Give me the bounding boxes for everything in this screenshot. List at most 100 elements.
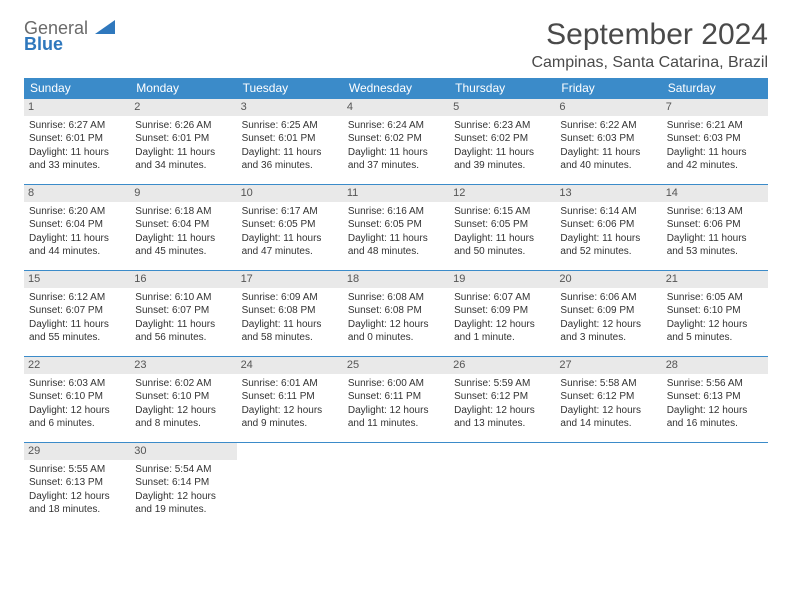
day-number: 30 [130, 443, 236, 460]
day-sunrise: Sunrise: 6:17 AM [242, 205, 338, 219]
day-sunrise: Sunrise: 6:08 AM [348, 291, 444, 305]
day-sunset: Sunset: 6:11 PM [348, 390, 444, 404]
day-dl1: Daylight: 12 hours [348, 404, 444, 418]
day-cell: 3Sunrise: 6:25 AMSunset: 6:01 PMDaylight… [237, 99, 343, 185]
day-dl2: and 44 minutes. [29, 245, 125, 259]
day-sunrise: Sunrise: 6:18 AM [135, 205, 231, 219]
weekday-header: Monday [130, 78, 236, 99]
day-number: 8 [24, 185, 130, 202]
day-sunrise: Sunrise: 5:56 AM [667, 377, 763, 391]
month-title: September 2024 [531, 18, 768, 52]
day-sunset: Sunset: 6:12 PM [454, 390, 550, 404]
day-sunset: Sunset: 6:09 PM [560, 304, 656, 318]
day-sunrise: Sunrise: 6:07 AM [454, 291, 550, 305]
day-sunrise: Sunrise: 6:25 AM [242, 119, 338, 133]
day-cell: 20Sunrise: 6:06 AMSunset: 6:09 PMDayligh… [555, 271, 661, 357]
day-dl2: and 11 minutes. [348, 417, 444, 431]
day-number: 4 [343, 99, 449, 116]
day-sunrise: Sunrise: 6:03 AM [29, 377, 125, 391]
day-sunset: Sunset: 6:04 PM [29, 218, 125, 232]
day-sunrise: Sunrise: 6:05 AM [667, 291, 763, 305]
weekday-header: Saturday [662, 78, 768, 99]
day-dl1: Daylight: 12 hours [29, 490, 125, 504]
day-sunset: Sunset: 6:03 PM [667, 132, 763, 146]
day-dl2: and 56 minutes. [135, 331, 231, 345]
day-cell: . [555, 443, 661, 529]
day-sunset: Sunset: 6:06 PM [560, 218, 656, 232]
day-sunset: Sunset: 6:08 PM [242, 304, 338, 318]
day-sunrise: Sunrise: 5:59 AM [454, 377, 550, 391]
day-dl2: and 45 minutes. [135, 245, 231, 259]
day-dl1: Daylight: 11 hours [135, 232, 231, 246]
day-sunrise: Sunrise: 6:22 AM [560, 119, 656, 133]
day-dl1: Daylight: 12 hours [29, 404, 125, 418]
day-cell: 5Sunrise: 6:23 AMSunset: 6:02 PMDaylight… [449, 99, 555, 185]
day-number: 11 [343, 185, 449, 202]
day-sunrise: Sunrise: 6:21 AM [667, 119, 763, 133]
day-number: 5 [449, 99, 555, 116]
day-sunset: Sunset: 6:11 PM [242, 390, 338, 404]
day-cell: 1Sunrise: 6:27 AMSunset: 6:01 PMDaylight… [24, 99, 130, 185]
day-dl2: and 3 minutes. [560, 331, 656, 345]
logo-triangle-icon [95, 20, 115, 34]
day-sunrise: Sunrise: 6:23 AM [454, 119, 550, 133]
day-dl2: and 16 minutes. [667, 417, 763, 431]
day-sunrise: Sunrise: 5:54 AM [135, 463, 231, 477]
day-dl2: and 13 minutes. [454, 417, 550, 431]
day-cell: 10Sunrise: 6:17 AMSunset: 6:05 PMDayligh… [237, 185, 343, 271]
weekday-header: Tuesday [237, 78, 343, 99]
day-dl1: Daylight: 11 hours [242, 318, 338, 332]
day-cell: 4Sunrise: 6:24 AMSunset: 6:02 PMDaylight… [343, 99, 449, 185]
day-dl2: and 53 minutes. [667, 245, 763, 259]
day-dl2: and 1 minute. [454, 331, 550, 345]
day-sunset: Sunset: 6:14 PM [135, 476, 231, 490]
day-dl2: and 42 minutes. [667, 159, 763, 173]
day-sunset: Sunset: 6:07 PM [29, 304, 125, 318]
day-dl1: Daylight: 12 hours [667, 318, 763, 332]
day-dl1: Daylight: 12 hours [560, 404, 656, 418]
day-cell: 27Sunrise: 5:58 AMSunset: 6:12 PMDayligh… [555, 357, 661, 443]
day-dl1: Daylight: 11 hours [29, 146, 125, 160]
day-number: 22 [24, 357, 130, 374]
day-dl1: Daylight: 12 hours [560, 318, 656, 332]
day-dl1: Daylight: 11 hours [242, 146, 338, 160]
day-dl2: and 52 minutes. [560, 245, 656, 259]
day-dl1: Daylight: 11 hours [454, 232, 550, 246]
day-dl2: and 5 minutes. [667, 331, 763, 345]
day-cell: 26Sunrise: 5:59 AMSunset: 6:12 PMDayligh… [449, 357, 555, 443]
day-cell: 9Sunrise: 6:18 AMSunset: 6:04 PMDaylight… [130, 185, 236, 271]
day-sunrise: Sunrise: 6:02 AM [135, 377, 231, 391]
day-dl1: Daylight: 11 hours [242, 232, 338, 246]
day-dl1: Daylight: 11 hours [348, 146, 444, 160]
day-number: 27 [555, 357, 661, 374]
day-number: 13 [555, 185, 661, 202]
day-cell: . [343, 443, 449, 529]
day-dl1: Daylight: 11 hours [560, 232, 656, 246]
day-number: 10 [237, 185, 343, 202]
day-number: 21 [662, 271, 768, 288]
day-dl1: Daylight: 11 hours [667, 232, 763, 246]
day-number: 23 [130, 357, 236, 374]
day-sunrise: Sunrise: 6:13 AM [667, 205, 763, 219]
day-dl2: and 50 minutes. [454, 245, 550, 259]
day-sunset: Sunset: 6:13 PM [667, 390, 763, 404]
day-dl1: Daylight: 12 hours [135, 404, 231, 418]
weekday-header-row: Sunday Monday Tuesday Wednesday Thursday… [24, 78, 768, 99]
day-number: 26 [449, 357, 555, 374]
calendar-table: Sunday Monday Tuesday Wednesday Thursday… [24, 78, 768, 529]
day-cell: . [237, 443, 343, 529]
day-dl1: Daylight: 11 hours [667, 146, 763, 160]
day-dl2: and 9 minutes. [242, 417, 338, 431]
page-header: General Blue September 2024 Campinas, Sa… [24, 18, 768, 72]
day-dl2: and 14 minutes. [560, 417, 656, 431]
day-dl1: Daylight: 11 hours [560, 146, 656, 160]
day-dl1: Daylight: 11 hours [348, 232, 444, 246]
day-dl1: Daylight: 11 hours [29, 232, 125, 246]
day-dl2: and 58 minutes. [242, 331, 338, 345]
weekday-header: Thursday [449, 78, 555, 99]
day-dl1: Daylight: 12 hours [667, 404, 763, 418]
day-number: 14 [662, 185, 768, 202]
day-number: 16 [130, 271, 236, 288]
day-sunrise: Sunrise: 6:16 AM [348, 205, 444, 219]
day-sunset: Sunset: 6:06 PM [667, 218, 763, 232]
